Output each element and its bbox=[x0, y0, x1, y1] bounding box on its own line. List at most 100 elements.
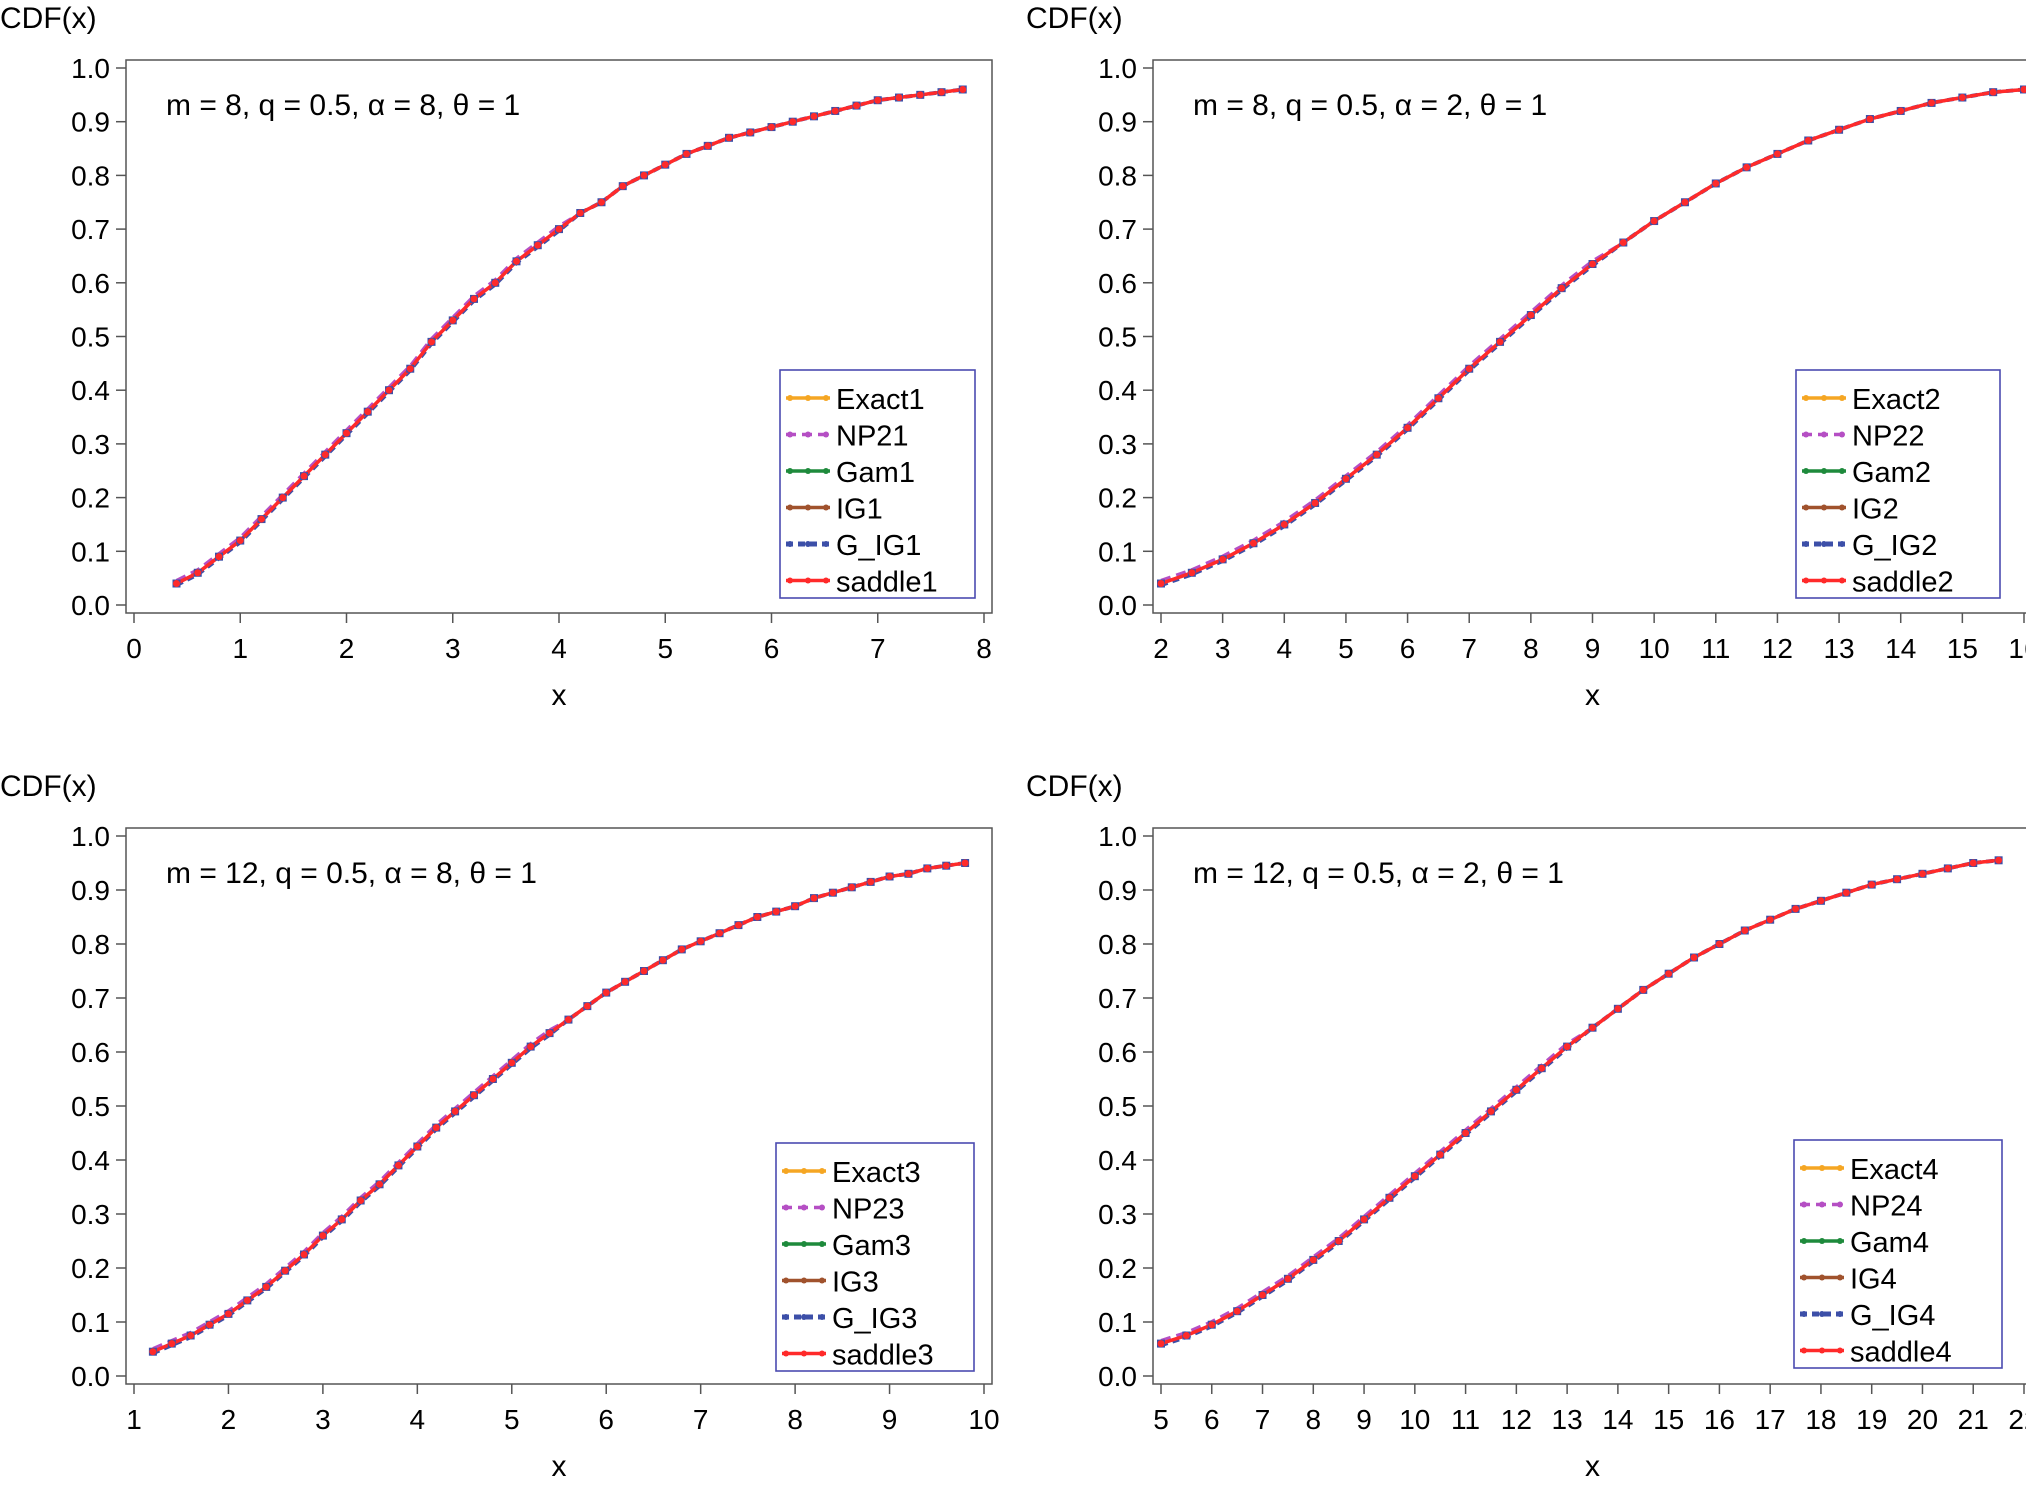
legend-swatch-marker bbox=[1837, 1274, 1843, 1281]
legend-swatch-marker bbox=[823, 541, 829, 547]
data-point-marker bbox=[753, 913, 761, 921]
x-tick-label: 4 bbox=[410, 1404, 426, 1435]
data-point-marker bbox=[470, 295, 478, 303]
legend-swatch-marker bbox=[1821, 468, 1827, 474]
data-point-marker bbox=[1868, 881, 1876, 889]
data-point-marker bbox=[546, 1029, 554, 1037]
y-tick-label: 1.0 bbox=[1098, 53, 1137, 84]
data-point-marker bbox=[704, 142, 712, 150]
legend-swatch-marker bbox=[1837, 1201, 1843, 1208]
data-point-marker bbox=[1866, 115, 1874, 123]
data-point-marker bbox=[224, 1310, 232, 1318]
legend-swatch-marker bbox=[1819, 1311, 1825, 1317]
data-point-marker bbox=[1995, 856, 2003, 864]
x-tick-label: 17 bbox=[1755, 1404, 1786, 1435]
data-point-marker bbox=[1589, 260, 1596, 268]
x-tick-label: 6 bbox=[764, 633, 780, 664]
x-tick-label: 7 bbox=[693, 1404, 709, 1435]
data-point-marker bbox=[1538, 1064, 1546, 1072]
legend-swatch-marker bbox=[787, 504, 793, 511]
y-tick-label: 0.7 bbox=[1098, 214, 1137, 245]
y-tick-label: 0.9 bbox=[1098, 107, 1137, 138]
x-tick-label: 20 bbox=[1907, 1404, 1938, 1435]
x-tick-label: 15 bbox=[1947, 633, 1978, 664]
legend-swatch-marker bbox=[783, 1314, 789, 1320]
x-tick-label: 10 bbox=[1639, 633, 1670, 664]
x-axis-title: x bbox=[552, 679, 567, 712]
data-point-marker bbox=[1436, 1151, 1444, 1159]
y-tick-label: 0.2 bbox=[71, 1253, 110, 1284]
data-point-marker bbox=[661, 161, 669, 169]
x-tick-label: 18 bbox=[1805, 1404, 1836, 1435]
x-tick-label: 4 bbox=[1276, 633, 1292, 664]
x-tick-label: 14 bbox=[1885, 633, 1916, 664]
y-axis-title: CDF(x) bbox=[1026, 2, 1123, 35]
x-tick-label: 6 bbox=[598, 1404, 614, 1435]
x-tick-label: 5 bbox=[1338, 633, 1354, 664]
x-tick-label: 11 bbox=[1701, 633, 1730, 664]
legend-swatch-marker bbox=[1803, 504, 1809, 511]
data-point-marker bbox=[343, 429, 350, 437]
data-point-marker bbox=[1309, 1256, 1317, 1264]
data-point-marker bbox=[1989, 88, 1997, 96]
cdf-chart-1: 0.0 0.1 0.2 0.3 0.4 0.5 0.6 0.7 0.8 0.9 1.0 0 1 2 3 4 5 6… bbox=[0, 2, 993, 712]
legend-swatch-marker bbox=[1803, 541, 1809, 547]
x-tick-label: 10 bbox=[968, 1404, 999, 1435]
data-point-marker bbox=[810, 112, 818, 120]
data-point-marker bbox=[321, 451, 329, 459]
y-tick-label: 0.7 bbox=[71, 214, 110, 245]
legend-swatch-marker bbox=[787, 541, 793, 547]
legend-swatch-marker bbox=[805, 504, 811, 511]
legend-swatch-marker bbox=[1801, 1311, 1807, 1317]
y-tick-label: 0.7 bbox=[1098, 983, 1137, 1014]
data-point-marker bbox=[716, 929, 724, 937]
data-point-marker bbox=[874, 96, 882, 104]
legend-swatch-marker bbox=[1837, 1165, 1843, 1171]
x-axis-title: x bbox=[552, 1450, 567, 1483]
legend-swatch-marker bbox=[787, 577, 793, 584]
legend-swatch-marker bbox=[1819, 1165, 1825, 1171]
y-tick-label: 0.9 bbox=[71, 107, 110, 138]
data-point-marker bbox=[364, 408, 372, 416]
data-point-marker bbox=[258, 515, 265, 523]
y-tick-label: 0.2 bbox=[71, 483, 110, 514]
legend-entry-label: saddle4 bbox=[1850, 1337, 1952, 1369]
data-point-marker bbox=[194, 569, 202, 577]
cdf-chart-4: 0.0 0.1 0.2 0.3 0.4 0.5 0.6 0.7 0.8 0.9 1.0 5 6 7 8 9 10… bbox=[1026, 770, 2026, 1483]
data-point-marker bbox=[1928, 99, 1936, 107]
legend-swatch-marker bbox=[801, 1241, 807, 1247]
legend: Exact1 NP21 Gam1 IG1 G_IG1 saddle1 bbox=[779, 369, 976, 599]
data-point-marker bbox=[149, 1348, 157, 1356]
legend-swatch-marker bbox=[823, 504, 829, 511]
legend-entry-label: G_IG1 bbox=[836, 530, 921, 562]
data-point-marker bbox=[1715, 940, 1723, 948]
data-point-marker bbox=[451, 1107, 459, 1115]
parameter-annotation: m = 8, q = 0.5, α = 2, θ = 1 bbox=[1193, 89, 1547, 122]
legend-swatch-marker bbox=[805, 468, 811, 474]
data-point-marker bbox=[1284, 1275, 1292, 1283]
x-tick-label: 8 bbox=[787, 1404, 803, 1435]
x-tick-label: 5 bbox=[1153, 1404, 1169, 1435]
x-tick-label: 2 bbox=[1153, 633, 1169, 664]
x-tick-label: 9 bbox=[882, 1404, 898, 1435]
legend-entry-label: IG2 bbox=[1852, 494, 1899, 526]
data-point-marker bbox=[916, 91, 924, 99]
legend-entry-label: Gam4 bbox=[1850, 1227, 1929, 1259]
legend-swatch-marker bbox=[801, 1168, 807, 1174]
x-tick-label: 9 bbox=[1585, 633, 1601, 664]
data-point-marker bbox=[1404, 424, 1412, 432]
data-point-marker bbox=[746, 128, 754, 136]
parameter-annotation: m = 8, q = 0.5, α = 8, θ = 1 bbox=[166, 89, 520, 122]
y-tick-label: 0.8 bbox=[1098, 160, 1137, 191]
y-axis-title: CDF(x) bbox=[0, 2, 97, 35]
legend-swatch-marker bbox=[1801, 1274, 1807, 1281]
legend-swatch-marker bbox=[819, 1241, 825, 1247]
y-axis-title: CDF(x) bbox=[1026, 770, 1123, 803]
legend-swatch-marker bbox=[801, 1204, 807, 1211]
x-tick-label: 4 bbox=[551, 633, 567, 664]
x-tick-label: 8 bbox=[1306, 1404, 1322, 1435]
legend-swatch-marker bbox=[783, 1204, 789, 1211]
data-point-marker bbox=[789, 118, 797, 126]
x-tick-label: 14 bbox=[1602, 1404, 1633, 1435]
x-tick-label: 16 bbox=[2008, 633, 2026, 664]
